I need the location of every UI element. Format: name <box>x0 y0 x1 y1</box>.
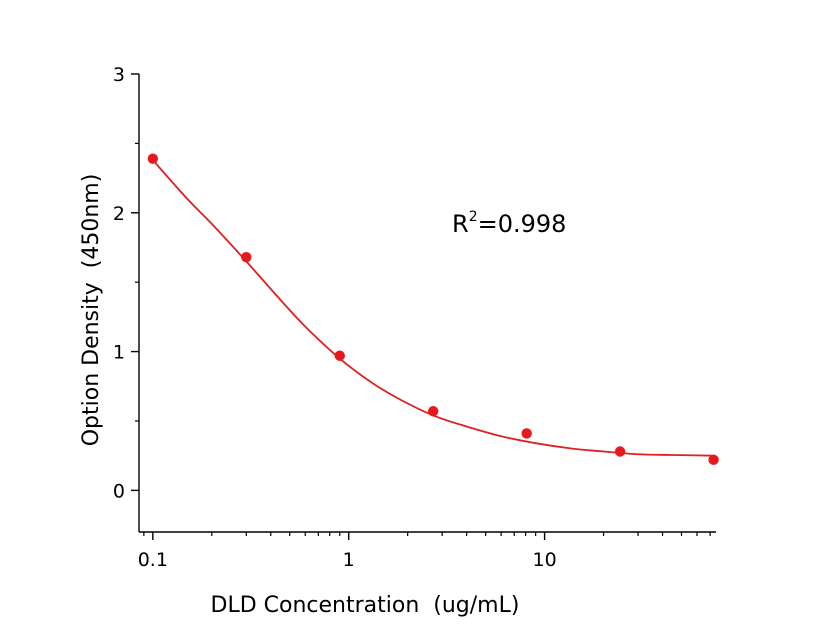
x-tick-label: 1 <box>343 549 355 571</box>
axes: 0 1 2 3 0.1 1 10 <box>113 64 716 571</box>
y-tick-label: 1 <box>113 342 125 364</box>
y-ticks: 0 1 2 3 <box>113 64 139 502</box>
y-axis-title: Option Density (450nm) <box>79 174 104 447</box>
data-point <box>334 350 345 361</box>
annotation-value: =0.998 <box>478 210 567 238</box>
data-point <box>428 406 439 417</box>
x-ticks: 0.1 1 10 <box>138 532 711 571</box>
data-point <box>614 446 626 457</box>
data-point <box>241 252 252 263</box>
data-point <box>708 454 719 466</box>
y-tick-label: 0 <box>113 480 125 502</box>
x-tick-label: 0.1 <box>138 549 168 571</box>
annotation-sup: 2 <box>469 209 478 225</box>
data-point <box>147 153 159 164</box>
data-points <box>147 153 719 466</box>
data-point <box>521 428 532 439</box>
annotation-base: R <box>452 210 469 238</box>
y-tick-label: 3 <box>113 64 125 86</box>
x-axis-title: DLD Concentration (ug/mL) <box>211 593 520 618</box>
annotation-r-squared: R2=0.998 <box>452 209 566 238</box>
x-tick-label: 10 <box>532 549 556 571</box>
y-tick-label: 2 <box>113 203 125 225</box>
